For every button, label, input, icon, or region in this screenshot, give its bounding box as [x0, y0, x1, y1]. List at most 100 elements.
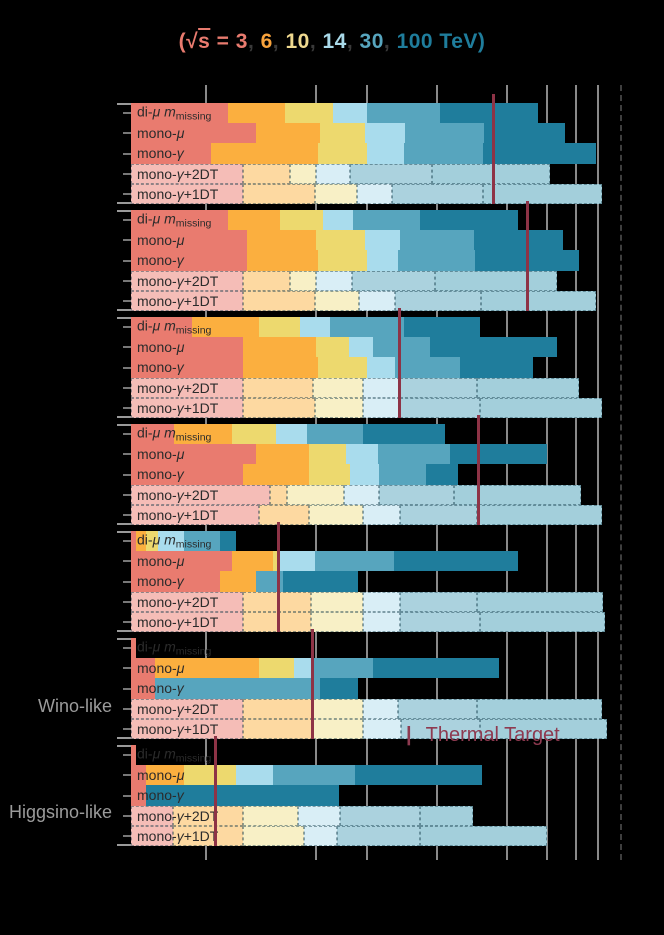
reach-bar-row: mono-γ	[131, 250, 664, 271]
row-label: mono-μ	[137, 126, 184, 140]
bar-segment-3tev	[131, 424, 175, 445]
reach-bar-row: mono-γ+1DT	[131, 504, 664, 525]
group-frame-top-left	[117, 103, 131, 105]
row-label-part: missing	[175, 752, 212, 765]
row-label-part: μ	[176, 660, 185, 677]
group-frame-bottom-left	[117, 630, 131, 632]
reach-bar-row: mono-γ+2DT	[131, 805, 664, 826]
row-label-part: μ	[152, 638, 161, 655]
reach-bar-row: di-μ mmissing	[131, 745, 664, 766]
reach-bar-row: di-μ mmissing	[131, 424, 664, 445]
bar-segment-30tev	[272, 765, 355, 786]
bar-segment-6tev	[173, 825, 244, 846]
reach-bar-row: mono-γ+1DT	[131, 290, 664, 311]
row-label-part: mono-	[137, 399, 177, 416]
bar-segment-6tev	[220, 571, 257, 592]
y-axis-tick	[123, 172, 131, 175]
bar-segment-3tev	[131, 551, 233, 572]
row-label-part: γ	[176, 827, 184, 844]
bar-segment-30tev	[401, 718, 480, 739]
row-label-part: +1DT	[183, 613, 219, 630]
row-label: mono-μ	[137, 447, 184, 461]
reach-bar-row: mono-γ+2DT	[131, 163, 664, 184]
row-label: mono-γ+2DT	[137, 702, 218, 716]
y-axis-tick	[123, 152, 131, 155]
bar-segment-14tev	[299, 317, 331, 338]
bar-segment-100tev	[354, 765, 483, 786]
bar-segment-14tev	[356, 183, 393, 204]
row-label-part: mono-	[137, 700, 177, 717]
reach-bar-row: mono-γ	[131, 357, 664, 378]
y-axis-tick	[123, 279, 131, 282]
reach-bar-row: di-μ mmissing	[131, 531, 664, 552]
title-part: ,	[272, 30, 286, 53]
bar-segment-6tev	[243, 357, 318, 378]
bar-segment-6tev	[243, 183, 315, 204]
y-axis-tick	[123, 473, 131, 476]
reach-bar-row: mono-μ	[131, 230, 664, 251]
row-label: mono-γ+2DT	[137, 809, 218, 823]
reach-bar-row: mono-γ	[131, 785, 664, 806]
bar-segment-10tev	[309, 464, 350, 485]
row-label-part: di-	[137, 317, 153, 334]
bar-segment-10tev	[183, 765, 237, 786]
candidate-group-5: di-μ mmissing mono-μ mono-γ mono-γ+2DT mono-…	[131, 531, 664, 632]
row-label-part: μ	[176, 767, 185, 784]
bar-segment-100tev	[220, 531, 237, 552]
bar-segment-6tev	[243, 290, 315, 311]
row-label-part: μ	[152, 210, 161, 227]
row-label-part: mono-	[137, 767, 177, 784]
row-label-part: μ	[176, 553, 185, 570]
y-axis-tick	[123, 493, 131, 496]
row-label-part: μ	[152, 745, 161, 762]
bar-segment-10tev	[314, 183, 357, 204]
bar-segment-10tev	[316, 337, 349, 358]
row-label-part: di-	[137, 638, 153, 655]
y-axis-tick	[123, 453, 131, 456]
row-label-part: +2DT	[183, 272, 219, 289]
bar-segment-30tev	[395, 290, 481, 311]
bar-segment-30tev	[405, 123, 484, 144]
row-label-part: γ	[176, 379, 184, 396]
row-label-part: μ	[152, 424, 161, 441]
row-label-part: μ	[152, 531, 161, 548]
y-axis-tick	[123, 580, 131, 583]
bar-segment-10tev	[309, 504, 364, 525]
row-label-part: mono-	[137, 613, 177, 630]
bar-segment-10tev	[146, 531, 159, 552]
bar-segment-14tev	[365, 230, 400, 251]
bar-segment-14tev	[367, 250, 399, 271]
bar-segment-100tev	[429, 337, 557, 358]
figure-title: (√s = 3, 6, 10, 14, 30, 100 TeV)	[0, 30, 664, 54]
row-label-part: +1DT	[183, 827, 219, 844]
row-label-part: γ	[176, 399, 184, 416]
bar-segment-3tev	[131, 230, 247, 251]
title-part: s	[198, 30, 211, 53]
group-left-label-higgsino: Higgsino-like	[8, 802, 112, 822]
group-frame-top-left	[117, 531, 131, 533]
group-frame-bottom-left	[117, 737, 131, 739]
bar-segment-6tev	[259, 504, 310, 525]
reach-bar-row: mono-γ+1DT	[131, 183, 664, 204]
bar-segment-10tev	[311, 591, 364, 612]
y-axis-tick	[123, 346, 131, 349]
bar-segment-100tev	[477, 591, 604, 612]
y-axis-tick	[123, 667, 131, 670]
row-label-part: γ	[176, 292, 184, 309]
bar-segment-30tev	[337, 825, 420, 846]
row-label-part: missing	[175, 645, 212, 658]
row-label: mono-γ+2DT	[137, 488, 218, 502]
bar-segment-100tev	[450, 444, 548, 465]
row-label-part: mono-	[137, 787, 177, 804]
bar-segment-3tev	[131, 357, 244, 378]
bar-segment-30tev	[398, 698, 477, 719]
bar-segment-14tev	[158, 531, 184, 552]
row-label-part: mono-	[137, 185, 177, 202]
row-label-part: mono-	[137, 292, 177, 309]
y-axis-tick	[123, 299, 131, 302]
bar-segment-10tev	[314, 290, 360, 311]
bar-segment-100tev	[404, 317, 480, 338]
bar-segment-100tev	[479, 611, 606, 632]
row-label: di-μ mmissing	[137, 104, 211, 122]
row-label-part: mono-	[137, 553, 177, 570]
